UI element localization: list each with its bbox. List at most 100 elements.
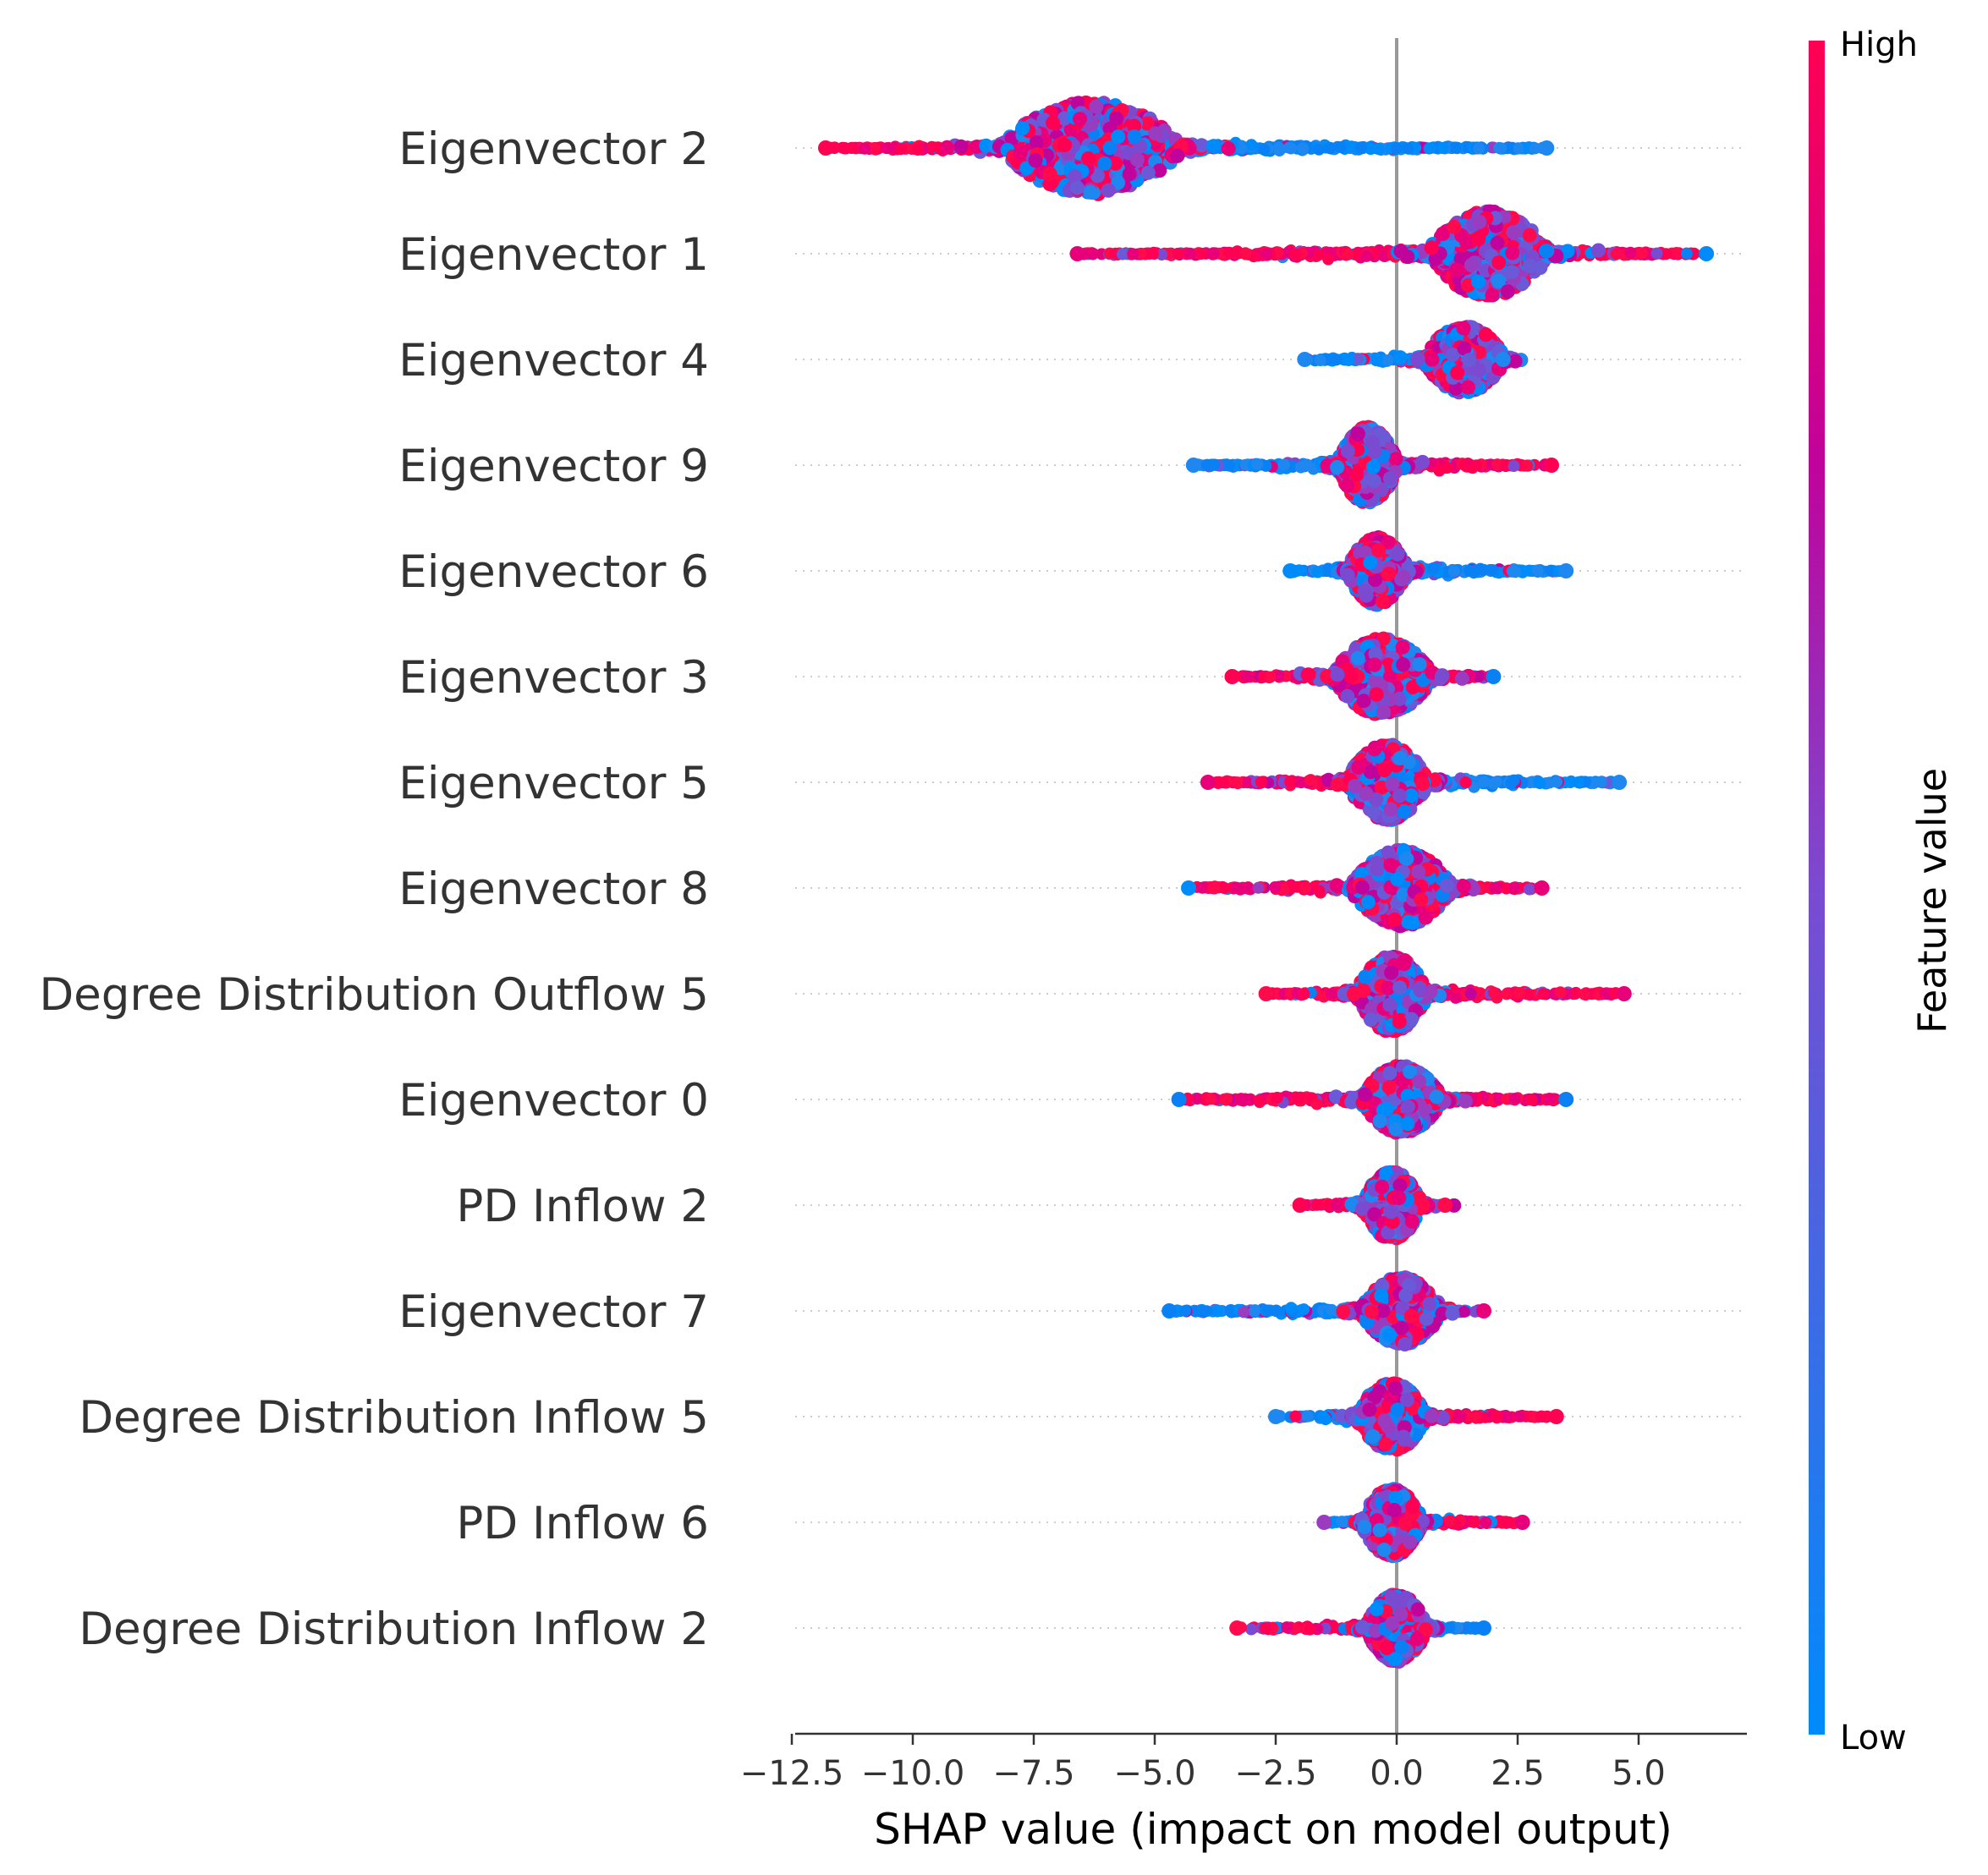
shap-point	[1297, 142, 1310, 155]
shap-point	[1504, 265, 1519, 280]
shap-point	[1522, 259, 1537, 273]
shap-point	[1116, 248, 1129, 260]
shap-point	[1354, 141, 1367, 154]
shap-point	[1522, 228, 1537, 243]
shap-point	[953, 139, 969, 154]
shap-point	[1073, 112, 1087, 127]
shap-point	[1365, 459, 1381, 474]
shap-point	[1507, 460, 1520, 473]
shap-point	[1111, 129, 1126, 145]
shap-point	[1490, 235, 1505, 250]
shap-point	[1334, 141, 1347, 153]
shap-point	[1360, 249, 1373, 262]
shap-point	[1456, 321, 1471, 336]
shap-point	[1610, 248, 1623, 260]
shap-point	[1221, 141, 1236, 156]
shap-point	[912, 144, 924, 156]
shap-point	[1349, 467, 1365, 482]
shap-point	[1046, 115, 1061, 130]
shap-point	[1324, 142, 1336, 155]
shap-point	[1680, 247, 1693, 260]
shap-point	[1330, 460, 1345, 474]
shap-point	[1127, 129, 1142, 144]
shap-point	[1015, 121, 1030, 136]
shap-point	[818, 140, 833, 156]
shap-point	[1544, 458, 1559, 473]
shap-point	[1122, 167, 1137, 182]
shap-point	[1350, 426, 1365, 441]
shap-point	[1531, 564, 1544, 577]
shap-point	[1147, 247, 1160, 260]
shap-point	[1372, 143, 1385, 156]
shap-point	[1251, 458, 1264, 470]
shap-point	[1591, 243, 1606, 258]
shap-point	[1206, 139, 1221, 154]
shap-point	[1469, 565, 1481, 578]
shap-point	[1424, 240, 1439, 255]
shap-point	[1277, 458, 1290, 471]
shap-point	[1460, 380, 1475, 395]
shap-point	[1258, 143, 1271, 156]
shap-point	[1297, 352, 1313, 367]
shap-point	[1207, 247, 1220, 260]
shap-point	[1340, 478, 1354, 493]
shap-point	[1491, 255, 1507, 270]
shap-point	[1505, 245, 1520, 260]
shap-point	[1447, 565, 1460, 578]
shap-point	[1636, 247, 1648, 260]
shap-point	[1223, 246, 1236, 259]
shap-point	[1433, 464, 1446, 477]
shap-point	[925, 140, 938, 153]
shap-point	[1624, 246, 1637, 259]
shap-point	[1314, 354, 1326, 367]
shap-point	[1427, 562, 1440, 574]
shap-point	[1495, 142, 1507, 155]
shap-point	[1436, 141, 1449, 154]
shap-point	[1500, 284, 1515, 299]
shap-point	[1495, 352, 1511, 367]
shap-point	[868, 142, 881, 155]
shap-point	[1447, 219, 1462, 234]
shap-point	[1521, 459, 1534, 472]
shap-point	[1129, 152, 1145, 167]
shap-point	[1069, 180, 1085, 195]
shap-point	[1365, 435, 1380, 450]
shap-point	[1313, 143, 1326, 156]
shap-point	[1283, 141, 1295, 154]
shap-point	[1449, 262, 1464, 277]
shap-point	[1042, 167, 1057, 182]
shap-point	[1506, 225, 1521, 240]
shap-point	[1538, 244, 1553, 259]
shap-point	[1195, 247, 1208, 260]
shap-point	[1097, 156, 1112, 171]
shap-point	[939, 140, 954, 155]
shap-point	[1425, 352, 1440, 367]
shap-point	[1288, 248, 1301, 260]
shap-point	[1470, 274, 1486, 289]
shap-point	[1473, 142, 1486, 155]
shap-point	[1343, 354, 1355, 366]
shap-point	[1425, 142, 1437, 155]
shap-point	[1401, 142, 1414, 155]
shap-point	[895, 143, 907, 156]
shap-point	[1223, 459, 1236, 472]
shap-point	[1393, 244, 1409, 259]
shap-point	[881, 142, 892, 155]
shap-point	[1127, 248, 1140, 260]
shap-point	[1311, 566, 1324, 578]
shap-point	[859, 142, 871, 155]
shap-point	[1388, 452, 1403, 467]
shap-point	[1340, 444, 1355, 458]
shap-point	[1472, 215, 1487, 229]
shap-point	[1464, 258, 1479, 272]
shap-point	[1239, 248, 1252, 260]
shap-point	[1410, 351, 1425, 366]
shap-point	[1485, 288, 1500, 303]
shap-point	[1069, 246, 1085, 261]
shap-point	[1081, 151, 1096, 166]
shap-point	[1390, 141, 1403, 154]
shap-point	[1513, 142, 1525, 155]
shap-point	[1342, 248, 1354, 260]
shap-point	[1170, 148, 1185, 163]
